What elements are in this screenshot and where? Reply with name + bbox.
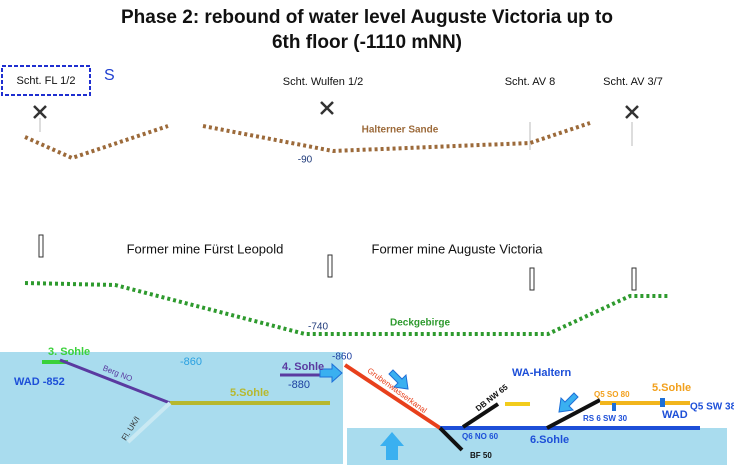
label: -860 bbox=[332, 352, 352, 363]
marker: S bbox=[104, 67, 115, 84]
shaft bbox=[631, 267, 637, 291]
label: Q5 SO 80 bbox=[594, 390, 630, 399]
depth-label: -90 bbox=[298, 155, 313, 166]
arrow bbox=[388, 369, 409, 390]
marker bbox=[660, 398, 665, 407]
water bbox=[0, 352, 343, 464]
borehole bbox=[438, 426, 464, 452]
shaft bbox=[529, 267, 535, 291]
borehole bbox=[546, 398, 601, 430]
level-line bbox=[59, 358, 171, 405]
layer-line bbox=[202, 121, 591, 154]
selection-box bbox=[1, 65, 91, 96]
arrow bbox=[380, 432, 404, 460]
layer-label: Deckgebirge bbox=[390, 318, 450, 329]
layer-line bbox=[24, 281, 668, 336]
layer-line bbox=[24, 124, 169, 161]
borehole bbox=[461, 402, 500, 429]
label: 3. Sohle bbox=[48, 346, 90, 358]
label: -860 bbox=[180, 356, 202, 368]
label: 6.Sohle bbox=[530, 434, 569, 446]
channel bbox=[343, 363, 442, 430]
shaft-label: Scht. AV 3/7 bbox=[603, 76, 663, 88]
arrow bbox=[558, 392, 579, 413]
water bbox=[347, 428, 727, 465]
label: Q6 NO 60 bbox=[462, 432, 499, 441]
mine-label: Former mine Auguste Victoria bbox=[372, 241, 544, 256]
title-line: Phase 2: rebound of water level Auguste … bbox=[121, 7, 613, 28]
label: WA-Haltern bbox=[512, 367, 572, 379]
depth-label: -740 bbox=[308, 322, 328, 333]
shaft bbox=[327, 254, 333, 278]
title-line: 6th floor (-1110 mNN) bbox=[272, 32, 462, 53]
label: WAD bbox=[662, 409, 688, 421]
shaft-label: Scht. Wulfen 1/2 bbox=[283, 76, 364, 88]
label: BF 50 bbox=[470, 451, 492, 460]
layer-label: Halterner Sande bbox=[362, 125, 439, 136]
label: 5.Sohle bbox=[230, 387, 269, 399]
label: RS 6 SW 30 bbox=[583, 414, 628, 423]
arrow bbox=[319, 362, 343, 384]
label: Q5 SW 38 bbox=[690, 402, 734, 413]
label: 4. Sohle bbox=[282, 361, 324, 373]
label: 5.Sohle bbox=[652, 382, 691, 394]
label: -880 bbox=[288, 379, 310, 391]
shaft-icons bbox=[33, 101, 639, 119]
mine-label: Former mine Fürst Leopold bbox=[127, 241, 284, 256]
shaft bbox=[38, 234, 44, 258]
shaft-label: Scht. FL 1/2 bbox=[17, 75, 76, 87]
level-line bbox=[126, 401, 172, 444]
label: WAD -852 bbox=[14, 376, 65, 388]
shaft-label: Scht. AV 8 bbox=[505, 76, 556, 88]
title: Phase 2: rebound of water level Auguste … bbox=[121, 7, 613, 53]
marker bbox=[612, 403, 616, 411]
